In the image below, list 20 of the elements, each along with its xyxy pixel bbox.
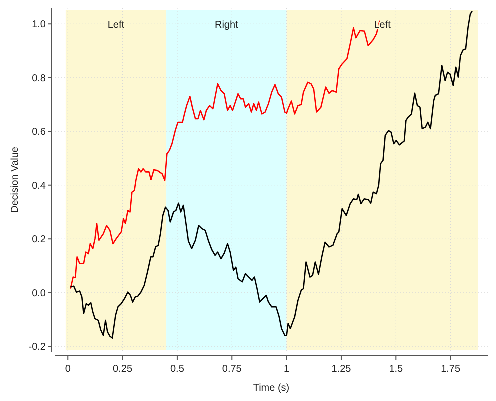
x-tick-label: 0.25 [113,364,133,375]
y-axis-title: Decision Value [10,146,21,213]
y-tick-label: 1.0 [32,20,46,31]
x-tick-label: 0.75 [222,364,242,375]
band-label: Right [214,20,239,31]
y-tick-label: 0.6 [32,127,46,138]
y-tick-label: -0.2 [28,342,46,354]
y-tick-label: 0.4 [32,180,46,192]
x-tick-label: 1.75 [441,364,461,375]
y-tick-label: 0.2 [32,234,46,246]
x-tick-label: 0.5 [170,364,185,375]
y-tick-label: 0.8 [32,73,46,84]
line-series [70,10,474,339]
x-tick-label: 0 [65,364,72,375]
x-tick-label: 1.5 [389,364,404,375]
y-tick-label: 0.0 [32,288,46,300]
band-label: Left [108,20,125,31]
x-axis-title: Time (s) [253,383,290,394]
x-tick-label: 1 [284,364,290,375]
x-tick-label: 1.25 [332,364,352,375]
